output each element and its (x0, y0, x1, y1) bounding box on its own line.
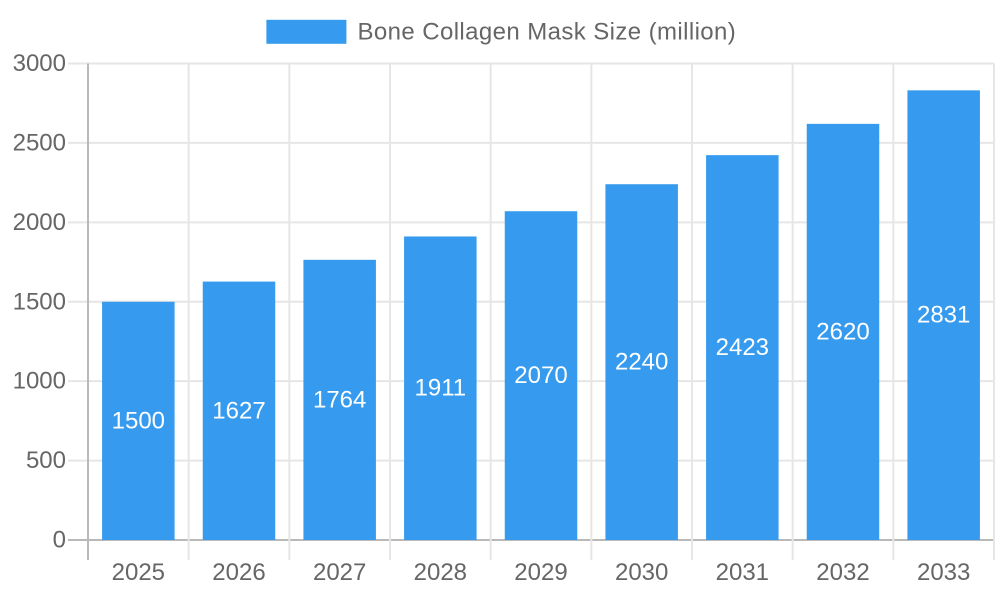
svg-text:1000: 1000 (13, 368, 66, 395)
svg-text:3000: 3000 (13, 50, 66, 77)
svg-text:1627: 1627 (212, 397, 265, 424)
svg-text:2423: 2423 (716, 334, 769, 361)
svg-text:1911: 1911 (415, 375, 467, 402)
svg-text:2029: 2029 (514, 559, 567, 586)
svg-text:2031: 2031 (716, 559, 769, 586)
svg-text:500: 500 (26, 447, 66, 474)
svg-text:2620: 2620 (816, 318, 869, 345)
svg-text:2026: 2026 (212, 559, 265, 586)
svg-text:2028: 2028 (414, 559, 467, 586)
svg-text:Bone Collagen Mask Size (milli: Bone Collagen Mask Size (million) (358, 18, 737, 45)
svg-text:2030: 2030 (615, 559, 668, 586)
svg-text:2500: 2500 (13, 129, 66, 156)
svg-text:1500: 1500 (112, 407, 165, 434)
svg-text:0: 0 (53, 527, 66, 554)
svg-text:2025: 2025 (112, 559, 165, 586)
svg-text:2033: 2033 (917, 559, 970, 586)
svg-text:2070: 2070 (514, 362, 567, 389)
svg-text:2000: 2000 (13, 209, 66, 236)
svg-text:2027: 2027 (313, 559, 366, 586)
svg-text:2831: 2831 (917, 302, 970, 329)
svg-text:2240: 2240 (615, 349, 668, 376)
svg-text:2032: 2032 (816, 559, 869, 586)
svg-text:1500: 1500 (13, 288, 66, 315)
svg-text:1764: 1764 (313, 386, 366, 413)
